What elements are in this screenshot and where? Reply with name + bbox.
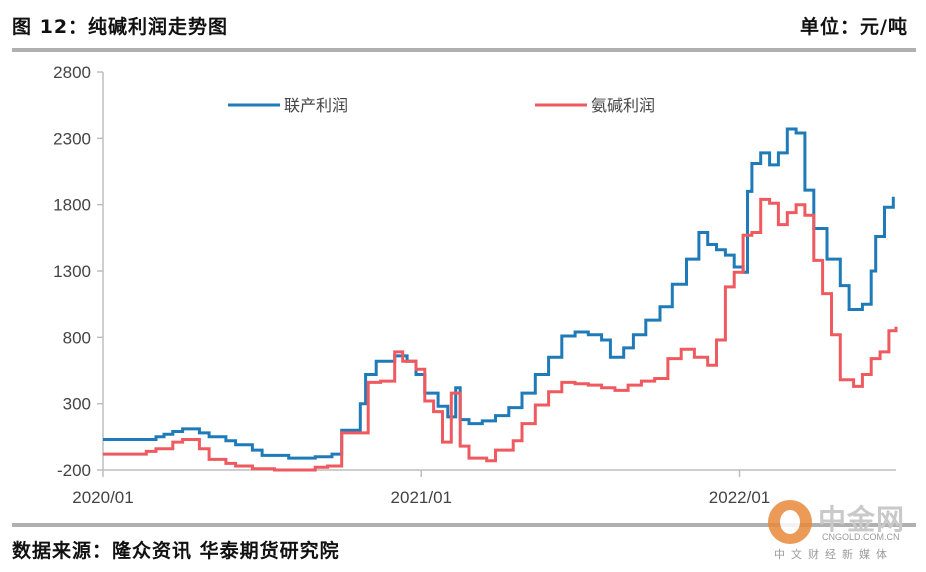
watermark-name: 中金网 — [818, 503, 906, 536]
y-tick-label: 300 — [63, 395, 91, 414]
series-line-1 — [103, 127, 895, 460]
cngold-logo-icon — [768, 500, 812, 544]
series-line-2 — [103, 197, 898, 472]
top-rule — [12, 48, 916, 52]
y-tick-label: -200 — [57, 461, 91, 480]
legend-label-1: 联产利润 — [284, 96, 348, 115]
legend-label-2: 氨碱利润 — [591, 96, 655, 115]
bottom-rule — [12, 523, 916, 527]
x-tick-label: 2020/01 — [72, 488, 133, 507]
data-source: 数据来源：隆众资讯 华泰期货研究院 — [12, 540, 340, 562]
figure-title: 图 12：纯碱利润走势图 — [12, 16, 229, 38]
y-tick-label: 800 — [63, 328, 91, 347]
x-tick-label: 2022/01 — [709, 488, 770, 507]
y-tick-label: 1300 — [53, 262, 91, 281]
y-tick-label: 2300 — [53, 129, 91, 148]
cngold-watermark: 中金网 CNGOLD.COM.CN 中文财经新媒体 — [766, 496, 916, 566]
watermark-slogan: 中文财经新媒体 — [774, 548, 893, 561]
unit-label: 单位：元/吨 — [800, 16, 908, 38]
y-tick-label: 1800 — [53, 196, 91, 215]
x-tick-label: 2021/01 — [391, 488, 452, 507]
watermark-url: CNGOLD.COM.CN — [822, 532, 900, 542]
y-tick-label: 2800 — [53, 63, 91, 82]
